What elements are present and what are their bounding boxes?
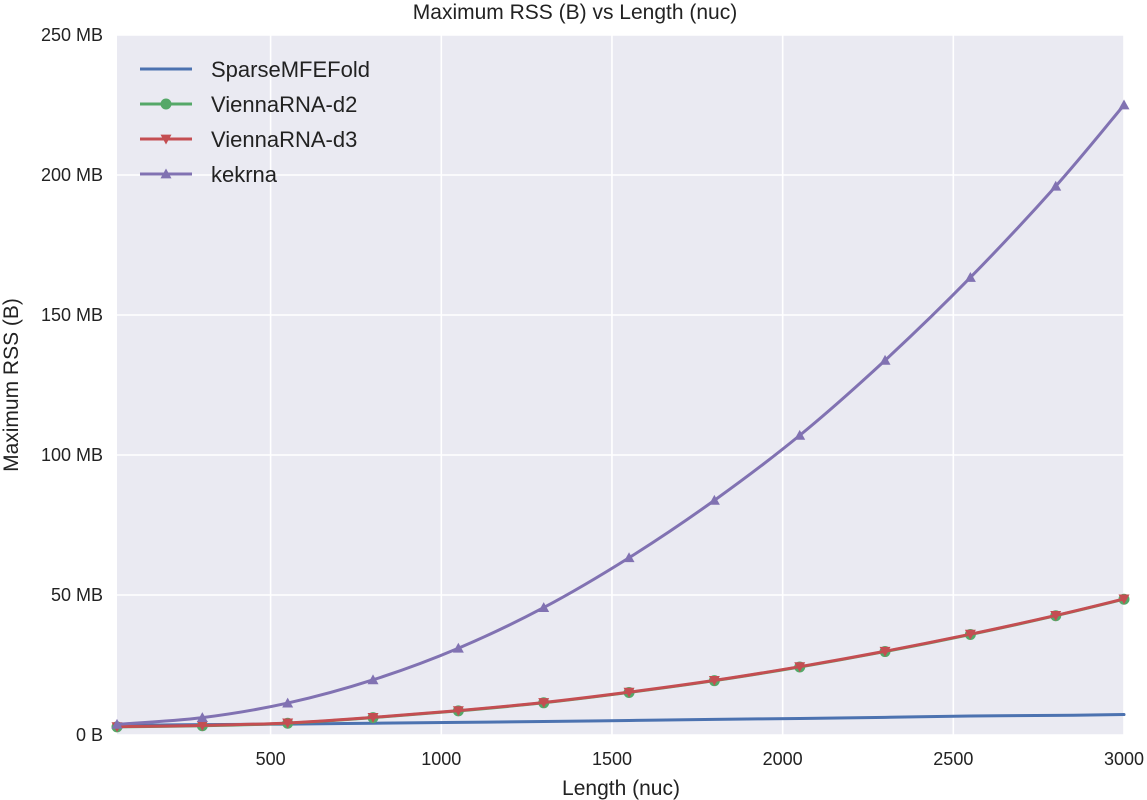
x-axis-ticks: 500 1000 1500 2000 2500 3000 (256, 749, 1144, 769)
data-point-kekrna (794, 429, 806, 440)
data-point-viennarna-d3 (1050, 611, 1062, 621)
data-point-kekrna (452, 642, 464, 653)
legend-item-viennarna-d3: ViennaRNA-d3 (140, 127, 357, 152)
legend-item-sparsemfefold: SparseMFEFold (140, 57, 370, 82)
legend-item-viennarna-d2: ViennaRNA-d2 (140, 92, 357, 117)
y-tick-label: 200 MB (41, 165, 103, 185)
data-point-kekrna (111, 718, 123, 729)
data-point-viennarna-d3 (794, 662, 806, 673)
data-point-kekrna (196, 712, 208, 723)
data-point-kekrna (1050, 180, 1062, 191)
data-point-viennarna-d3 (452, 706, 464, 717)
data-point-viennarna-d3 (879, 646, 891, 657)
data-point-viennarna-d3 (1118, 594, 1130, 605)
data-point-viennarna-d3 (538, 698, 550, 709)
data-point-kekrna (964, 271, 976, 282)
y-axis-ticks: 0 B 50 MB 100 MB 150 MB 200 MB 250 MB (41, 25, 103, 745)
data-point-viennarna-d3 (708, 676, 720, 686)
data-point-viennarna-d3 (623, 687, 635, 698)
chart-title: Maximum RSS (B) vs Length (nuc) (413, 1, 737, 24)
legend-marker (160, 168, 172, 179)
legend-label: ViennaRNA-d2 (211, 92, 357, 117)
y-tick-label: 100 MB (41, 445, 103, 465)
series-lines (111, 99, 1130, 733)
x-tick-label: 3000 (1104, 749, 1144, 769)
x-axis-label: Length (nuc) (562, 777, 680, 800)
data-point-kekrna (367, 674, 379, 685)
legend-marker (160, 134, 172, 145)
data-point-kekrna (538, 602, 550, 612)
y-axis-label: Maximum RSS (B) (0, 298, 23, 472)
y-tick-label: 0 B (76, 725, 103, 745)
y-tick-label: 50 MB (51, 585, 103, 605)
legend-marker (160, 98, 172, 110)
grid (117, 34, 1125, 736)
x-tick-label: 1000 (421, 749, 461, 769)
plot-area (117, 35, 1124, 735)
legend-label: kekrna (211, 162, 278, 187)
y-tick-label: 150 MB (41, 305, 103, 325)
data-point-kekrna (708, 494, 720, 505)
data-point-kekrna (623, 552, 635, 563)
legend: SparseMFEFold ViennaRNA-d2 ViennaRNA-d3 kek… (140, 57, 370, 187)
x-tick-label: 2000 (763, 749, 803, 769)
data-point-kekrna (1118, 99, 1130, 110)
y-tick-label: 250 MB (41, 25, 103, 45)
legend-label: ViennaRNA-d3 (211, 127, 357, 152)
x-tick-label: 1500 (592, 749, 632, 769)
data-point-viennarna-d3 (964, 629, 976, 640)
series-kekrna (111, 99, 1130, 729)
data-point-kekrna (879, 354, 891, 365)
legend-label: SparseMFEFold (211, 57, 370, 82)
legend-item-kekrna: kekrna (140, 162, 278, 187)
x-tick-label: 2500 (933, 749, 973, 769)
data-point-viennarna-d3 (367, 712, 379, 723)
x-tick-label: 500 (256, 749, 286, 769)
data-point-viennarna-d3 (196, 721, 208, 731)
data-point-viennarna-d3 (282, 718, 294, 729)
series-viennarna-d3 (111, 594, 1130, 733)
data-point-kekrna (282, 697, 294, 708)
